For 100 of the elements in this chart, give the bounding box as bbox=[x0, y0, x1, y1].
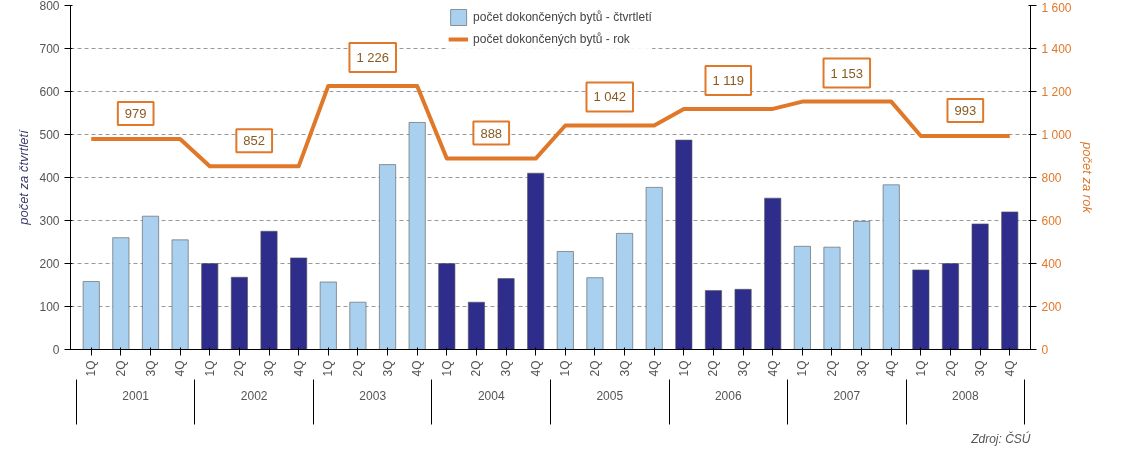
x-tick-label: 1Q bbox=[439, 360, 454, 377]
x-tick-label: 3Q bbox=[262, 360, 277, 377]
x-tick-label: 1Q bbox=[84, 360, 99, 377]
x-tick-label: 3Q bbox=[380, 360, 395, 377]
bar bbox=[142, 215, 159, 350]
y2-tick-label: 1 400 bbox=[1041, 41, 1072, 56]
y2-tick-label: 400 bbox=[1041, 256, 1062, 271]
bar bbox=[408, 122, 426, 350]
x-tick-label: 2Q bbox=[350, 360, 365, 377]
text: 2003 bbox=[359, 388, 387, 403]
bar bbox=[201, 263, 219, 350]
bar bbox=[586, 277, 604, 350]
bar bbox=[260, 230, 278, 350]
text: 2008 bbox=[951, 388, 979, 403]
x-tick-label: 4Q bbox=[173, 360, 188, 377]
x-tick-label: 1Q bbox=[676, 360, 691, 377]
y-tick-label: 800 bbox=[39, 0, 60, 13]
y2-tick-label: 1 600 bbox=[1041, 0, 1072, 15]
x-tick-label: 1Q bbox=[321, 360, 336, 377]
x-tick-label: 4Q bbox=[410, 360, 425, 377]
y2-tick-label: 1 000 bbox=[1041, 127, 1072, 142]
data-label: 888 bbox=[480, 125, 503, 141]
data-label: 979 bbox=[124, 106, 147, 122]
bar bbox=[942, 263, 959, 350]
bar bbox=[823, 246, 841, 350]
y2-tick-label: 800 bbox=[1041, 170, 1062, 185]
text: 2005 bbox=[596, 388, 624, 403]
x-tick-label: 4Q bbox=[528, 360, 543, 377]
x-tick-label: 4Q bbox=[884, 360, 899, 377]
bar bbox=[734, 289, 752, 350]
data-label: 993 bbox=[954, 103, 977, 118]
x-tick-label: 4Q bbox=[647, 360, 662, 377]
bar bbox=[882, 184, 900, 350]
x-tick-label: 3Q bbox=[854, 360, 869, 377]
y-tick-label: 600 bbox=[39, 85, 60, 99]
bar bbox=[527, 172, 545, 350]
x-tick-label: 1Q bbox=[795, 360, 810, 377]
bar bbox=[112, 237, 130, 350]
bar bbox=[793, 246, 811, 350]
y-tick-label: 400 bbox=[39, 171, 60, 185]
x-tick-label: 2Q bbox=[113, 360, 128, 377]
x-tick-label: 3Q bbox=[499, 360, 514, 377]
bar bbox=[645, 187, 663, 350]
text: 2006 bbox=[714, 388, 742, 403]
bar bbox=[438, 263, 456, 350]
x-tick-label: 3Q bbox=[736, 360, 751, 377]
x-tick-label: 2Q bbox=[232, 360, 247, 377]
bar bbox=[467, 301, 485, 350]
x-tick-label: 2Q bbox=[469, 360, 484, 377]
bar bbox=[556, 251, 574, 350]
bar bbox=[853, 221, 871, 350]
y-tick-label: 100 bbox=[39, 300, 60, 314]
x-tick-label: 3Q bbox=[617, 360, 632, 377]
legend-label: počet dokončených bytů - rok bbox=[473, 32, 630, 46]
x-tick-label: 1Q bbox=[202, 360, 217, 377]
legend-label: počet dokončených bytů - čtvrtletí bbox=[473, 10, 652, 24]
y2-tick-label: 200 bbox=[1041, 299, 1062, 314]
x-tick-label: 2Q bbox=[587, 360, 602, 377]
x-tick-label: 2Q bbox=[824, 360, 839, 377]
x-tick-label: 3Q bbox=[143, 360, 158, 377]
data-label: 1 226 bbox=[356, 49, 389, 65]
x-tick-label: 4Q bbox=[765, 360, 780, 377]
data-label: 1 119 bbox=[712, 72, 745, 88]
y2-tick-label: 0 bbox=[1041, 342, 1049, 357]
line-series bbox=[89, 83, 1012, 169]
x-tick-label: 1Q bbox=[913, 360, 928, 377]
text: Zdroj: ČSÚ bbox=[970, 430, 1031, 446]
bar bbox=[497, 278, 515, 350]
x-tick-label: 4Q bbox=[291, 360, 306, 377]
bar bbox=[171, 239, 189, 350]
y-tick-label: 200 bbox=[39, 257, 60, 271]
bar bbox=[912, 269, 930, 350]
data-label: 852 bbox=[243, 133, 266, 149]
bar bbox=[1001, 211, 1019, 350]
data-label: 1 042 bbox=[593, 89, 627, 105]
y-axis-title: počet za čtvrtletí bbox=[16, 128, 32, 226]
text: 2007 bbox=[833, 388, 861, 403]
bar bbox=[230, 276, 248, 350]
y-tick-label: 300 bbox=[39, 214, 60, 228]
bar bbox=[616, 233, 634, 350]
y-tick-label: 500 bbox=[39, 128, 60, 142]
x-tick-label: 3Q bbox=[973, 360, 988, 377]
text: 2001 bbox=[122, 388, 150, 403]
y2-axis-title: počet za rok bbox=[1079, 141, 1095, 215]
y-tick-label: 700 bbox=[39, 42, 60, 56]
bar bbox=[290, 257, 308, 350]
bar bbox=[705, 290, 722, 350]
text: 2002 bbox=[240, 388, 268, 403]
y2-tick-label: 1 200 bbox=[1041, 84, 1072, 99]
bar bbox=[675, 139, 693, 350]
y2-tick-label: 600 bbox=[1041, 213, 1062, 228]
text: 2004 bbox=[477, 388, 505, 403]
x-tick-label: 4Q bbox=[1002, 360, 1017, 377]
x-tick-label: 2Q bbox=[706, 360, 721, 377]
bar bbox=[319, 281, 337, 350]
x-tick-label: 1Q bbox=[558, 360, 573, 377]
bar bbox=[379, 164, 396, 350]
x-tick-label: 2Q bbox=[943, 360, 958, 377]
data-label: 1 153 bbox=[830, 65, 864, 81]
bar bbox=[764, 197, 782, 350]
